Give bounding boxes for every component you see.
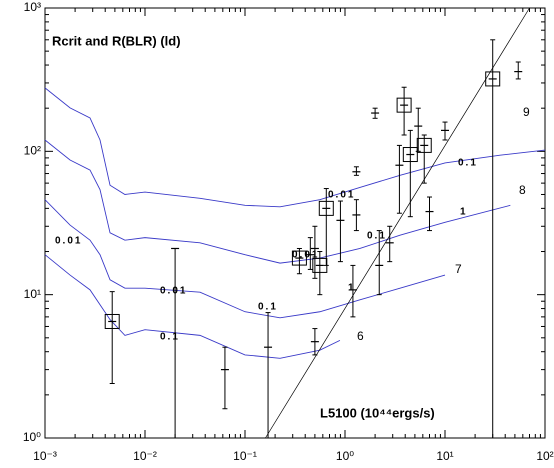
boxed-point	[416, 137, 432, 153]
y-tick-label: 10³	[24, 0, 41, 14]
annotation: 0.1	[160, 332, 180, 343]
x-tick-label: 10⁻³	[33, 449, 57, 463]
model-curve	[44, 254, 341, 359]
annotation: 0.1	[258, 302, 278, 313]
boxed-point	[485, 71, 501, 87]
y-tick-label: 10¹	[24, 287, 41, 301]
annotation: 0.01	[55, 236, 82, 247]
x-tick-label: 10¹	[436, 449, 453, 463]
annotation: 0.01	[160, 286, 187, 297]
curve-label: 8	[519, 183, 526, 197]
curve-label: 7	[455, 262, 462, 276]
model-curve	[44, 87, 546, 208]
model-curve	[44, 199, 446, 319]
boxed-point	[402, 147, 418, 163]
x-tick-label: 10²	[536, 449, 553, 463]
y-tick-label: 10²	[24, 144, 41, 158]
reference-line	[265, 7, 530, 439]
annotation: 0.01	[292, 250, 319, 261]
x-tick-label: 10⁰	[336, 449, 354, 463]
model-curve	[44, 139, 511, 264]
y-tick-label: 10⁰	[23, 430, 41, 444]
curve-label: 9	[523, 105, 530, 119]
x-tick-label: 10⁻²	[133, 449, 157, 463]
boxed-point	[104, 313, 120, 329]
annotation: 0.01	[328, 190, 355, 201]
annotation: 0.1	[367, 231, 387, 242]
curve-label: 6	[357, 329, 364, 343]
x-axis-label: L5100 (10⁴⁴ergs/s)	[320, 405, 435, 420]
annotation: 1	[348, 283, 356, 294]
plot-frame	[44, 7, 546, 439]
boxed-point	[318, 200, 334, 216]
annotation: 1	[460, 207, 468, 218]
boxed-point	[291, 250, 307, 266]
annotation: 0.1	[458, 158, 478, 169]
x-tick-label: 10⁻¹	[233, 449, 257, 463]
chart-title: Rcrit and R(BLR) (ld)	[52, 33, 181, 48]
boxed-point	[396, 97, 412, 113]
